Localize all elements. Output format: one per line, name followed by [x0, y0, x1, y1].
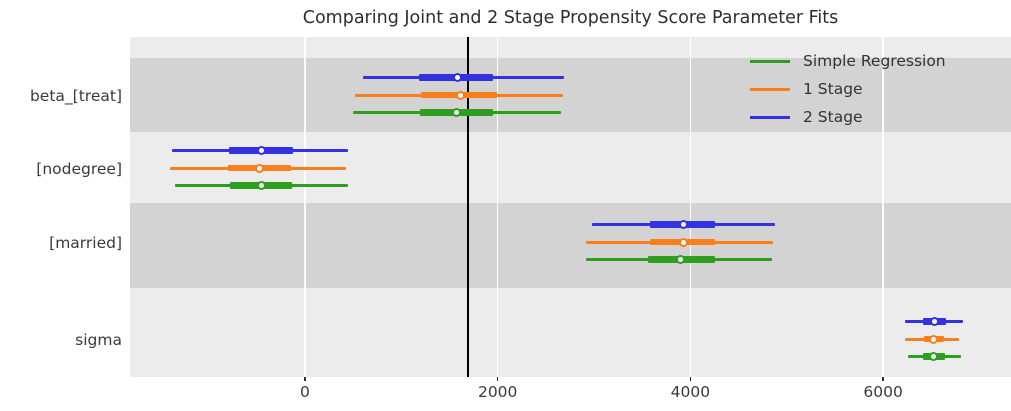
category-stripe [130, 58, 1011, 132]
legend-label: Simple Regression [803, 52, 946, 70]
chart-title: Comparing Joint and 2 Stage Propensity S… [302, 8, 839, 28]
estimate-marker [676, 255, 686, 264]
x-tick-label: 6000 [863, 383, 903, 401]
legend-label: 2 Stage [803, 108, 863, 126]
y-axis-label: [nodegree] [36, 160, 122, 178]
x-tick-mark [497, 377, 499, 381]
estimate-marker [257, 181, 267, 190]
estimate-marker [929, 334, 939, 344]
gridline [882, 37, 884, 377]
legend-line [750, 115, 790, 119]
legend-line [750, 87, 790, 91]
estimate-marker [929, 317, 939, 326]
x-tick-mark [689, 377, 692, 381]
y-axis-label: sigma [75, 331, 122, 349]
y-axis-label: beta_[treat] [29, 87, 122, 105]
estimate-marker [452, 108, 462, 117]
gridline [304, 37, 306, 377]
x-tick-mark [882, 377, 884, 381]
x-tick-label: 2000 [477, 383, 518, 401]
legend-line [750, 59, 790, 63]
x-tick-label: 0 [300, 383, 310, 401]
x-tick-label: 4000 [670, 383, 711, 401]
x-tick-mark [304, 377, 306, 381]
estimate-marker [254, 163, 264, 173]
legend-label: 1 Stage [803, 80, 863, 98]
estimate-marker [452, 73, 462, 82]
gridline [689, 37, 692, 377]
estimate-marker [455, 90, 465, 100]
estimate-marker [678, 220, 688, 229]
category-stripe [130, 203, 1011, 288]
reference-line [466, 37, 469, 377]
estimate-marker [928, 352, 938, 361]
estimate-marker [678, 237, 688, 247]
gridline [496, 37, 499, 377]
estimate-marker [257, 146, 267, 155]
plot-area [130, 37, 1011, 377]
y-axis-label: [married] [49, 234, 122, 252]
